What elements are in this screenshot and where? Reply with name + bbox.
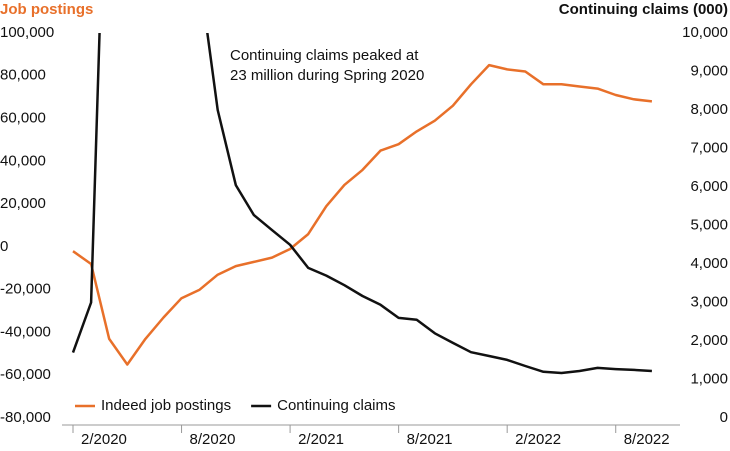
annotation: 23 million during Spring 2020 [230, 67, 424, 84]
x-tick-label: 2/2022 [515, 431, 561, 448]
y-tick-label: 20,000 [0, 195, 46, 212]
y2-tick-label: 3,000 [690, 293, 728, 310]
legend-label: Continuing claims [277, 397, 395, 414]
x-tick-label: 2/2020 [81, 431, 127, 448]
y-tick-label: 60,000 [0, 110, 46, 127]
y2-tick-label: 6,000 [690, 178, 728, 195]
y2-tick-label: 7,000 [690, 139, 728, 156]
y2-tick-label: 8,000 [690, 101, 728, 118]
left-axis-title: Job postings [0, 1, 93, 18]
x-tick-label: 8/2021 [407, 431, 453, 448]
y2-tick-label: 0 [720, 409, 728, 426]
right-axis-title: Continuing claims (000) [559, 1, 728, 18]
annotation: Continuing claims peaked at [230, 47, 419, 64]
y-tick-label: -80,000 [0, 409, 51, 426]
y-tick-label: -20,000 [0, 281, 51, 298]
y2-tick-label: 4,000 [690, 255, 728, 272]
x-tick-label: 8/2020 [190, 431, 236, 448]
y-tick-label: -40,000 [0, 323, 51, 340]
y-tick-label: -60,000 [0, 366, 51, 383]
y2-tick-label: 10,000 [682, 24, 728, 41]
y2-tick-label: 9,000 [690, 62, 728, 79]
x-tick-label: 2/2021 [298, 431, 344, 448]
y-tick-label: 80,000 [0, 67, 46, 84]
y-tick-label: 0 [0, 238, 8, 255]
y2-tick-label: 1,000 [690, 370, 728, 387]
plot-area [71, 33, 653, 375]
x-tick-label: 8/2022 [624, 431, 670, 448]
y-tick-label: 40,000 [0, 152, 46, 169]
y-tick-label: 100,000 [0, 24, 54, 41]
y2-tick-label: 2,000 [690, 332, 728, 349]
series-line [72, 63, 653, 366]
series-line [71, 33, 652, 375]
legend-label: Indeed job postings [101, 397, 231, 414]
y2-tick-label: 5,000 [690, 216, 728, 233]
